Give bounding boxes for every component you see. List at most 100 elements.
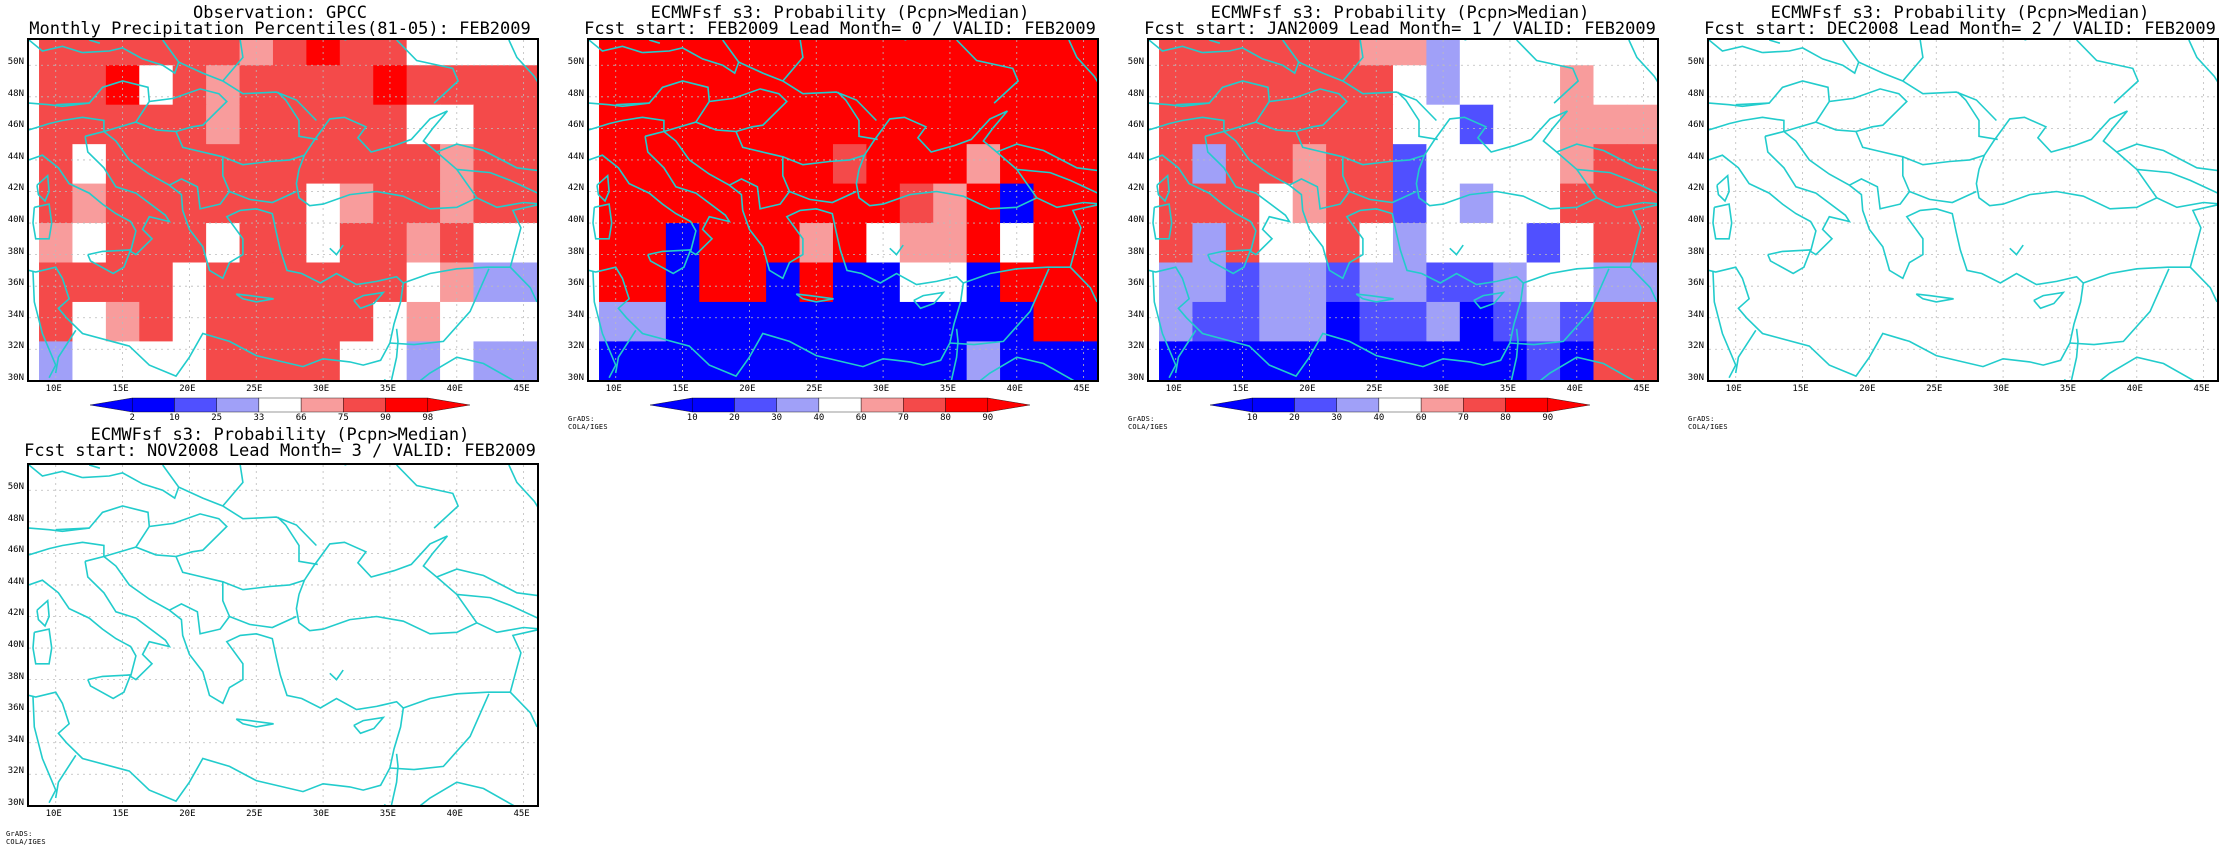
coastline [1036, 197, 1097, 209]
lon-tick-label: 25E [246, 809, 263, 819]
map-svg [589, 40, 1097, 382]
grid-cell [1066, 144, 1097, 185]
grid-cell [139, 262, 174, 303]
grid-cell [1426, 381, 1460, 382]
coastline [1509, 268, 1610, 346]
colorbar-label: 90 [982, 413, 994, 423]
grid-cell [899, 40, 934, 66]
grid-cell [1066, 341, 1097, 380]
grid-cell [1526, 262, 1561, 303]
lon-tick-label: 10E [45, 384, 62, 394]
lat-tick-label: 50N [7, 482, 24, 493]
lat-tick-label: 34N [7, 734, 24, 745]
grid-cell [72, 381, 106, 382]
grid-cell [1459, 301, 1494, 342]
map-svg [29, 40, 537, 382]
grid-cell [1159, 381, 1193, 382]
lat-tick-label: 48N [7, 513, 24, 524]
lon-tick-label: 35E [379, 809, 397, 819]
coastline [353, 291, 386, 310]
coastline [782, 40, 804, 82]
coastline [383, 804, 386, 805]
grid-cell [833, 381, 867, 382]
lon-tick-label: 40E [2126, 384, 2143, 394]
lon-tick-label: 45E [1073, 384, 1090, 394]
colorbar-label: 10 [169, 413, 180, 423]
coastline [1255, 88, 1348, 133]
lat-tick-label: 44N [7, 151, 24, 162]
coastline [1149, 116, 1225, 132]
lat-tick-label: 44N [1127, 151, 1144, 162]
lat-tick-label: 40N [7, 640, 24, 651]
lon-tick-label: 30E [872, 384, 890, 394]
grid-cell [1326, 262, 1361, 303]
lon-tick-label: 10E [605, 384, 622, 394]
coastline [2069, 268, 2170, 346]
coastline [1709, 130, 2085, 378]
grid-cell [272, 104, 307, 145]
map-svg [1709, 40, 2217, 380]
lat-tick-label: 34N [567, 309, 584, 320]
coastline [2136, 168, 2217, 194]
grid-cell [373, 144, 408, 185]
coastline [509, 204, 537, 268]
coastline [29, 541, 105, 557]
grid-cell [1259, 301, 1294, 342]
grid-cell [666, 381, 700, 382]
grid-cell [1326, 40, 1361, 66]
coastline [1349, 190, 1417, 204]
coastline [1415, 110, 1599, 210]
lat-tick-label: 50N [567, 57, 584, 68]
coastline [32, 203, 53, 240]
grid-cell [1259, 183, 1294, 224]
lat-tick-label: 50N [7, 57, 24, 68]
coastline [295, 535, 479, 635]
grid-cell [1326, 183, 1361, 224]
grid-cell [1593, 301, 1628, 342]
grid-cell [1527, 381, 1561, 382]
lat-tick-label: 34N [1127, 309, 1144, 320]
grid-cell [406, 223, 441, 263]
grid-cell [339, 104, 374, 145]
coastline [1957, 91, 1998, 141]
grid-cell [72, 341, 107, 380]
grid-cell [206, 262, 241, 303]
coastline [87, 674, 132, 700]
coastline [390, 753, 399, 805]
colorbar-2 [650, 397, 1030, 413]
grid-cell [1459, 183, 1494, 224]
coastline [456, 593, 537, 619]
coastline [229, 190, 297, 204]
grid-cell [173, 381, 207, 382]
panel-title-4: ECMWFsf s3: Probability (Pcpn>Median) [1770, 3, 2150, 23]
grid-cell [632, 381, 666, 382]
colorbar-3 [1210, 397, 1590, 413]
lon-tick-label: 15E [112, 809, 129, 819]
lon-tick-label: 25E [1926, 384, 1943, 394]
colorbar-segment [343, 397, 386, 413]
coastline [996, 143, 1097, 172]
colorbar-segment [1378, 397, 1422, 413]
grid-cell [1392, 262, 1427, 303]
coastline [837, 91, 878, 141]
lat-tick-label: 42N [1127, 183, 1144, 194]
coastline [1909, 190, 1977, 204]
colorbar-label: 2 [129, 413, 135, 423]
grid-cell [407, 381, 441, 382]
coastline [589, 102, 650, 108]
colorbar-segment [903, 397, 946, 413]
grid-cell [966, 65, 1001, 106]
grid-cell [766, 104, 801, 145]
colorbar-1 [90, 397, 470, 413]
grid-cell [1066, 223, 1097, 263]
lat-tick-label: 48N [7, 88, 24, 99]
lon-tick-label: 10E [1165, 384, 1182, 394]
grid-cell [866, 381, 900, 382]
lat-tick-label: 36N [1127, 278, 1144, 289]
lat-tick-label: 46N [1127, 120, 1144, 131]
colorbar-label: 40 [813, 413, 825, 423]
grid-cell [172, 144, 207, 185]
grid-cell [473, 223, 508, 263]
coastline [782, 154, 865, 166]
coastline [29, 465, 83, 479]
